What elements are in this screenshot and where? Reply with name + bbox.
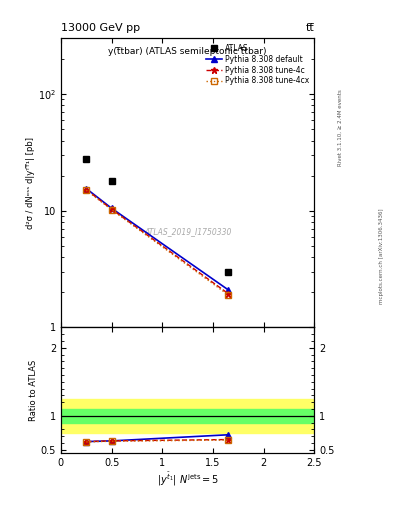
Pythia 8.308 tune-4cx xyxy=(84,187,89,194)
ATLAS xyxy=(84,156,89,162)
Pythia 8.308 default xyxy=(109,205,114,211)
Pythia 8.308 tune-4c xyxy=(109,206,114,212)
Text: y(t̅tbar) (ATLAS semileptonic t̅tbar): y(t̅tbar) (ATLAS semileptonic t̅tbar) xyxy=(108,47,267,56)
Pythia 8.308 tune-4c xyxy=(84,186,89,193)
Legend: ATLAS, Pythia 8.308 default, Pythia 8.308 tune-4c, Pythia 8.308 tune-4cx: ATLAS, Pythia 8.308 default, Pythia 8.30… xyxy=(205,42,310,87)
Pythia 8.308 tune-4cx xyxy=(226,292,231,298)
Y-axis label: Ratio to ATLAS: Ratio to ATLAS xyxy=(29,359,38,421)
X-axis label: $|y^{\bar{t}_{1}}|$ $N^{\rm jets}=5$: $|y^{\bar{t}_{1}}|$ $N^{\rm jets}=5$ xyxy=(156,471,219,488)
Text: Rivet 3.1.10, ≥ 2.4M events: Rivet 3.1.10, ≥ 2.4M events xyxy=(338,90,343,166)
Line: Pythia 8.308 tune-4cx: Pythia 8.308 tune-4cx xyxy=(83,187,231,297)
Line: ATLAS: ATLAS xyxy=(83,155,232,275)
Pythia 8.308 default xyxy=(84,185,89,191)
Text: ATLAS_2019_I1750330: ATLAS_2019_I1750330 xyxy=(144,227,231,237)
ATLAS xyxy=(109,178,114,184)
Text: 13000 GeV pp: 13000 GeV pp xyxy=(61,23,140,33)
Line: Pythia 8.308 tune-4c: Pythia 8.308 tune-4c xyxy=(83,186,232,297)
Y-axis label: d²σ / dNᵒˢˢ d|yᵀᵀ̅¹| [pb]: d²σ / dNᵒˢˢ d|yᵀᵀ̅¹| [pb] xyxy=(26,137,35,229)
Text: tt̅: tt̅ xyxy=(306,23,314,33)
Pythia 8.308 tune-4cx xyxy=(109,207,114,213)
Pythia 8.308 tune-4c xyxy=(226,290,231,296)
Line: Pythia 8.308 default: Pythia 8.308 default xyxy=(83,186,231,293)
Bar xyxy=(61,399,314,433)
Pythia 8.308 default xyxy=(226,287,231,293)
Bar xyxy=(61,409,314,422)
ATLAS xyxy=(226,269,231,275)
Text: mcplots.cern.ch [arXiv:1306.3436]: mcplots.cern.ch [arXiv:1306.3436] xyxy=(379,208,384,304)
